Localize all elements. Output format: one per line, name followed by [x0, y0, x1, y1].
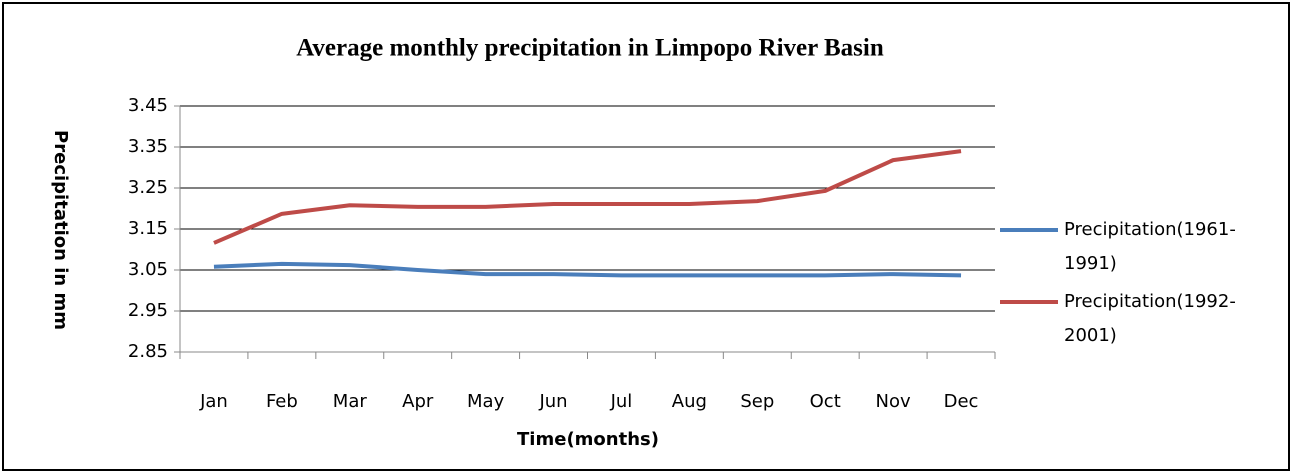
chart-title: Average monthly precipitation in Limpopo…	[296, 35, 884, 62]
x-tick-label: Mar	[333, 391, 368, 412]
x-tick-label: Dec	[944, 391, 979, 412]
x-tick-label: Jun	[538, 391, 567, 412]
y-tick-label: 3.25	[128, 177, 168, 198]
x-tick-label: Jan	[199, 391, 228, 412]
x-tick-label: Oct	[810, 391, 841, 412]
series-line	[213, 149, 962, 245]
x-tick-label: Jul	[610, 391, 633, 412]
x-tick-label: Feb	[266, 391, 298, 412]
x-tick-label: May	[467, 391, 505, 412]
y-tick-label: 2.85	[128, 341, 168, 362]
x-axis-label: Time(months)	[517, 429, 659, 450]
x-tick-label: Nov	[876, 391, 911, 412]
y-tick-label: 3.05	[128, 259, 168, 280]
legend-label: Precipitation(1961-1991)	[1064, 219, 1236, 274]
y-tick-label: 3.45	[128, 95, 168, 116]
series-line	[213, 261, 962, 278]
y-tick-label: 2.95	[128, 300, 168, 321]
y-axis-label: Precipitation in mm	[50, 130, 71, 330]
x-tick-label: Sep	[740, 391, 774, 412]
x-tick-label: Aug	[672, 391, 707, 412]
x-tick-label: Apr	[402, 391, 434, 412]
y-tick-label: 3.35	[128, 136, 168, 157]
y-tick-label: 3.15	[128, 218, 168, 239]
legend-label: Precipitation(1992-2001)	[1064, 291, 1236, 346]
